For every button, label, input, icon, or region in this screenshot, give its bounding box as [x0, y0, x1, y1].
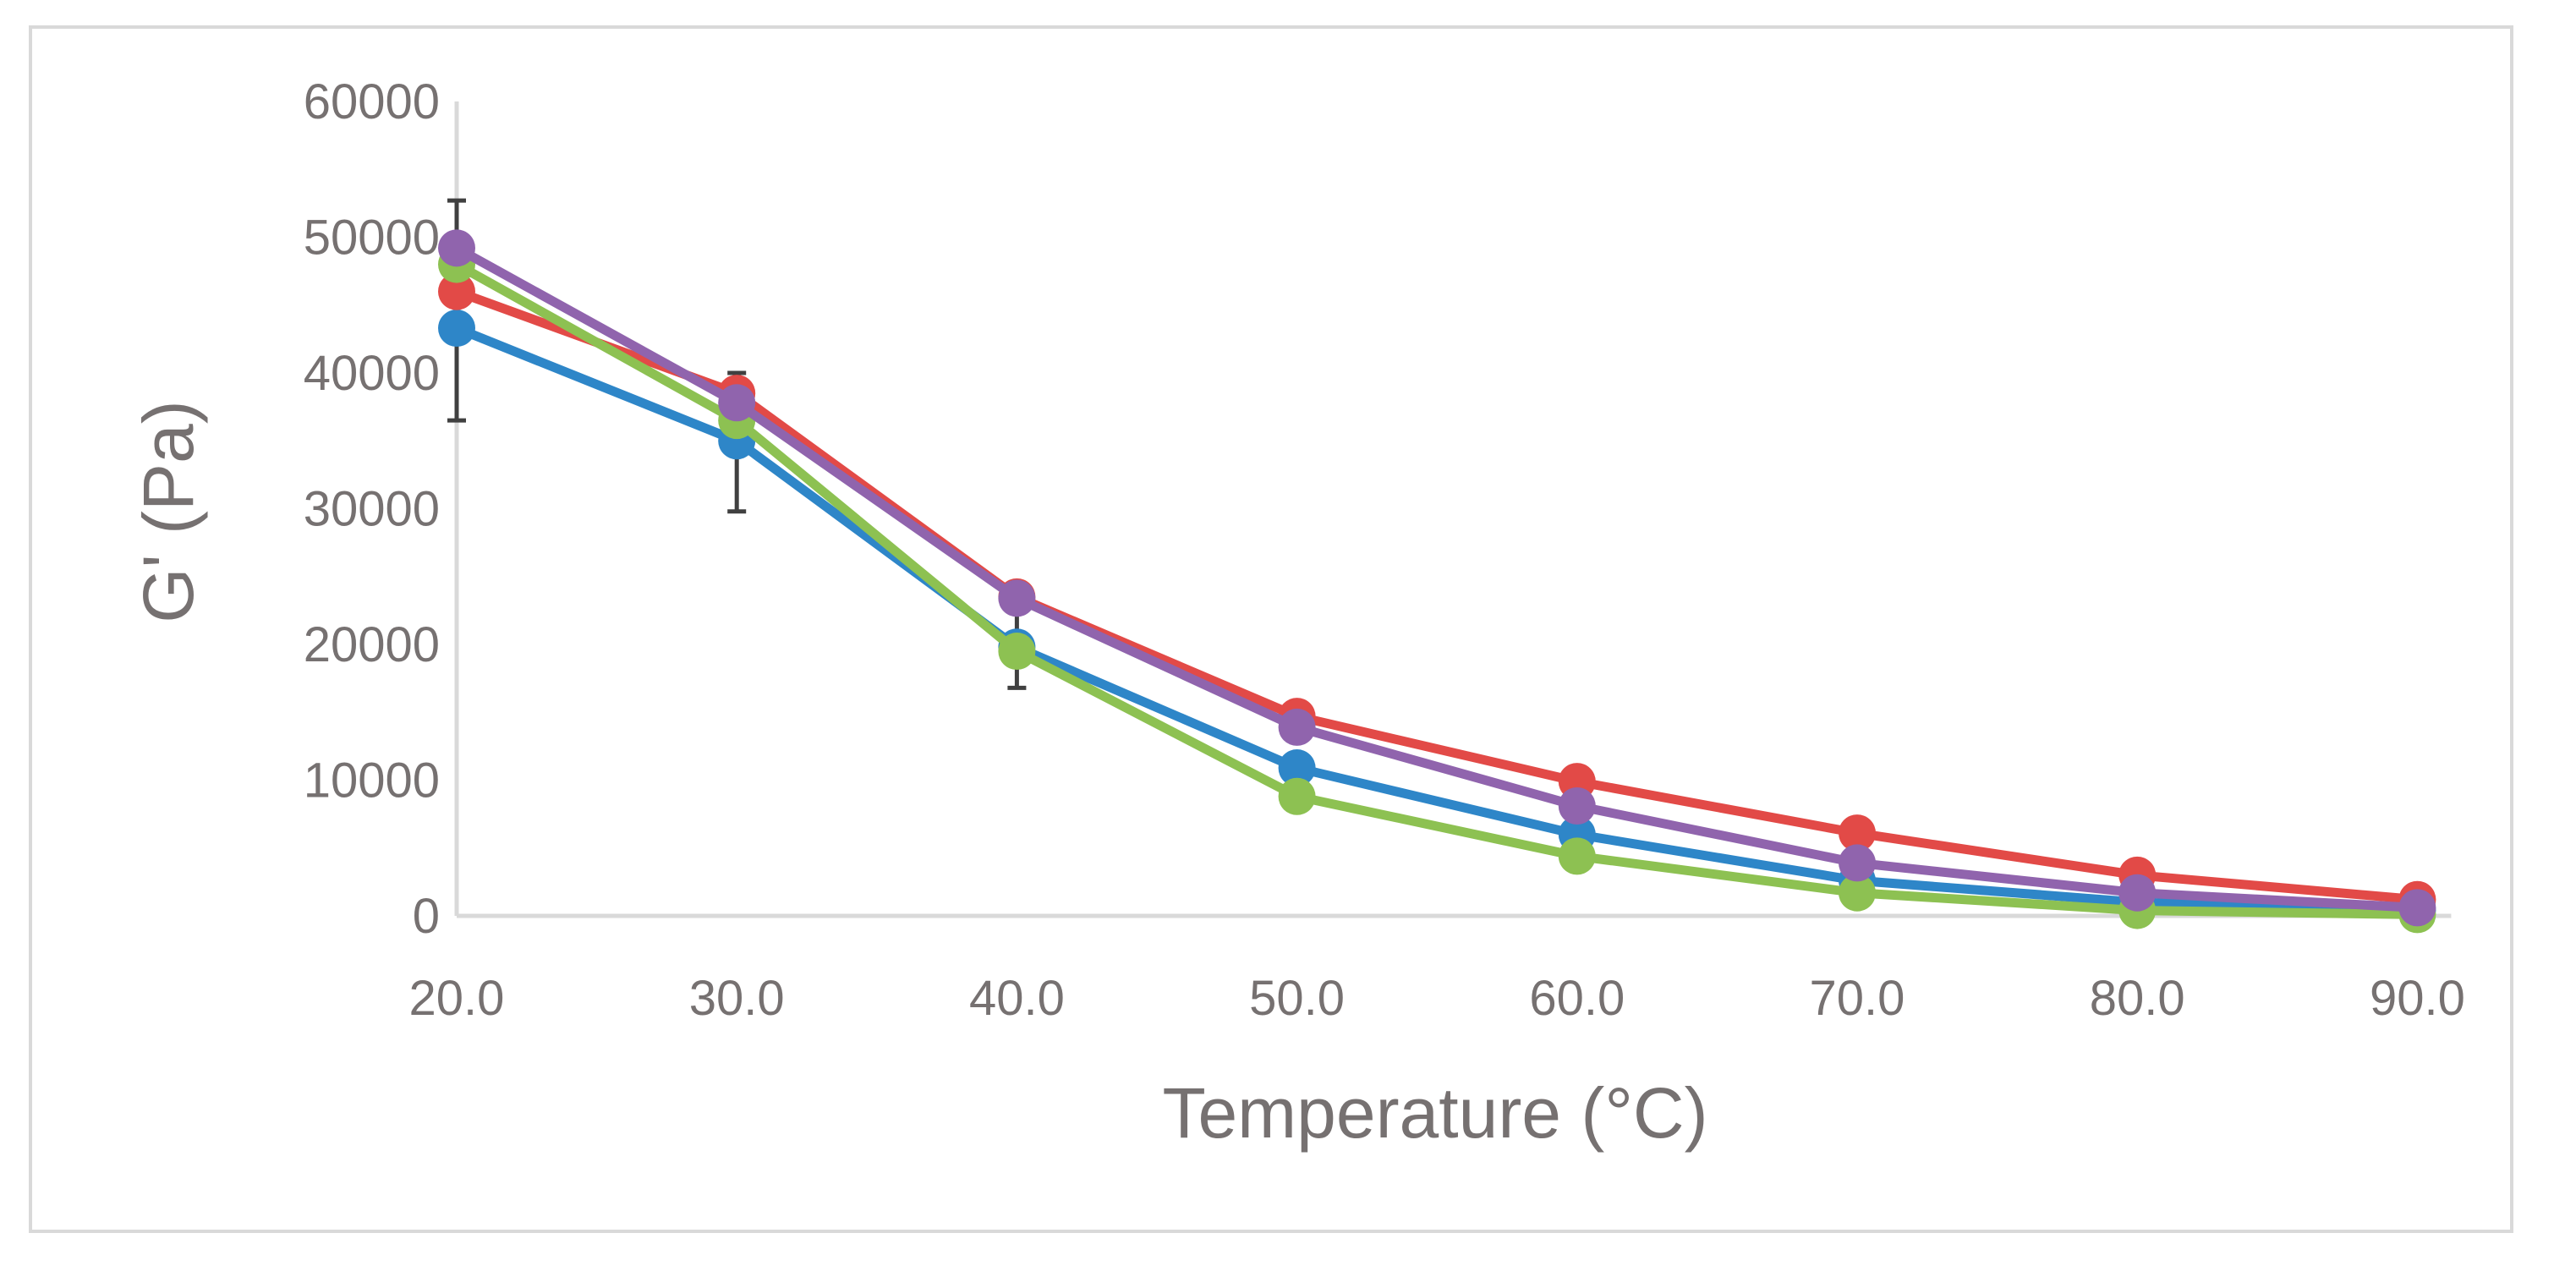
data-point [1558, 786, 1596, 825]
data-point [998, 579, 1036, 617]
x-tick-label: 30.0 [689, 971, 785, 1026]
data-point [1278, 708, 1316, 746]
x-tick-label: 20.0 [409, 971, 505, 1026]
y-tick-label: 20000 [304, 617, 440, 672]
series-3 [438, 245, 2436, 934]
data-point [1839, 814, 1876, 852]
data-point [998, 633, 1036, 671]
x-tick-label: 80.0 [2090, 971, 2185, 1026]
series-line [452, 260, 2422, 919]
data-point [718, 384, 756, 422]
x-tick-label: 40.0 [969, 971, 1065, 1026]
series-line [452, 323, 2422, 916]
chart-frame [29, 25, 2513, 1233]
x-tick-label: 50.0 [1249, 971, 1345, 1026]
y-tick-label: 0 [413, 889, 440, 944]
x-tick-labels: 20.0 30.0 40.0 50.0 60.0 70.0 80.0 90.0 [409, 971, 2465, 1026]
x-tick-label: 60.0 [1529, 971, 1625, 1026]
data-point [438, 272, 475, 310]
data-point [1278, 749, 1316, 787]
series-line [452, 287, 2422, 905]
y-tick-label: 40000 [304, 346, 440, 401]
series-layer [438, 229, 2436, 934]
series-4 [438, 229, 2436, 927]
data-point [1278, 777, 1316, 815]
y-axis-title: G' (Pa) [129, 400, 208, 622]
data-point [1839, 844, 1876, 882]
data-point [438, 229, 475, 267]
x-tick-label: 90.0 [2370, 971, 2465, 1026]
x-tick-label: 70.0 [1810, 971, 1905, 1026]
y-tick-label: 60000 [304, 74, 440, 129]
data-point [1558, 837, 1596, 875]
y-tick-label: 50000 [304, 211, 440, 266]
y-tick-label: 30000 [304, 482, 440, 537]
series-2 [438, 272, 2436, 918]
data-point [438, 310, 475, 348]
series-line [452, 243, 2422, 913]
y-tick-label: 10000 [304, 754, 440, 808]
data-point [1839, 874, 1876, 912]
x-axis-title: Temperature (°C) [1162, 1073, 1707, 1153]
y-tick-labels: 0 10000 20000 30000 40000 50000 60000 [304, 74, 440, 944]
data-point [2398, 889, 2436, 927]
axes [454, 101, 2452, 918]
data-point [2118, 874, 2157, 912]
